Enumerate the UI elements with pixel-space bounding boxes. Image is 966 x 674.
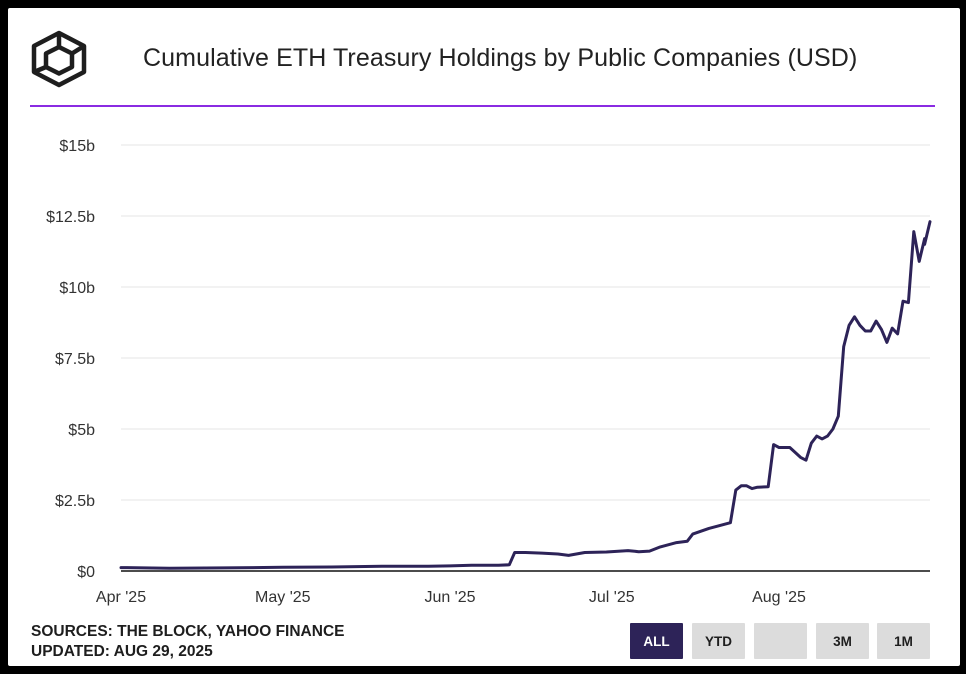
y-tick-label: $10b	[59, 280, 95, 297]
x-tick-label: Jul '25	[589, 589, 635, 606]
range-button-blank[interactable]	[754, 623, 807, 659]
range-button-all[interactable]: ALL	[630, 623, 683, 659]
chart-card: Cumulative ETH Treasury Holdings by Publ…	[8, 8, 960, 666]
the-block-cube-logo-icon	[31, 30, 87, 88]
y-tick-label: $7.5b	[55, 351, 95, 368]
line-chart: $0 $2.5b $5b $7.5b $10b $12.5b $15b Apr '25 May …	[46, 138, 932, 606]
y-tick-label: $15b	[59, 138, 95, 155]
x-tick-label: Apr '25	[96, 589, 146, 606]
x-tick-label: May '25	[255, 589, 311, 606]
range-button-3m[interactable]: 3M	[816, 623, 869, 659]
y-tick-label: $2.5b	[55, 493, 95, 510]
y-tick-label: $12.5b	[46, 209, 95, 226]
x-tick-label: Aug '25	[752, 589, 806, 606]
chart-title: Cumulative ETH Treasury Holdings by Publ…	[143, 44, 858, 72]
chart-sources: SOURCES: THE BLOCK, YAHOO FINANCE UPDATE…	[31, 622, 344, 662]
title-divider	[30, 105, 935, 107]
updated-text: UPDATED: AUG 29, 2025	[31, 643, 213, 660]
sources-text: SOURCES: THE BLOCK, YAHOO FINANCE	[31, 623, 345, 640]
y-tick-label: $5b	[68, 422, 95, 439]
range-button-ytd[interactable]: YTD	[692, 623, 745, 659]
x-tick-label: Jun '25	[424, 589, 475, 606]
series-line	[119, 220, 932, 570]
range-button-1m[interactable]: 1M	[877, 623, 930, 659]
y-tick-label: $0	[77, 564, 95, 581]
